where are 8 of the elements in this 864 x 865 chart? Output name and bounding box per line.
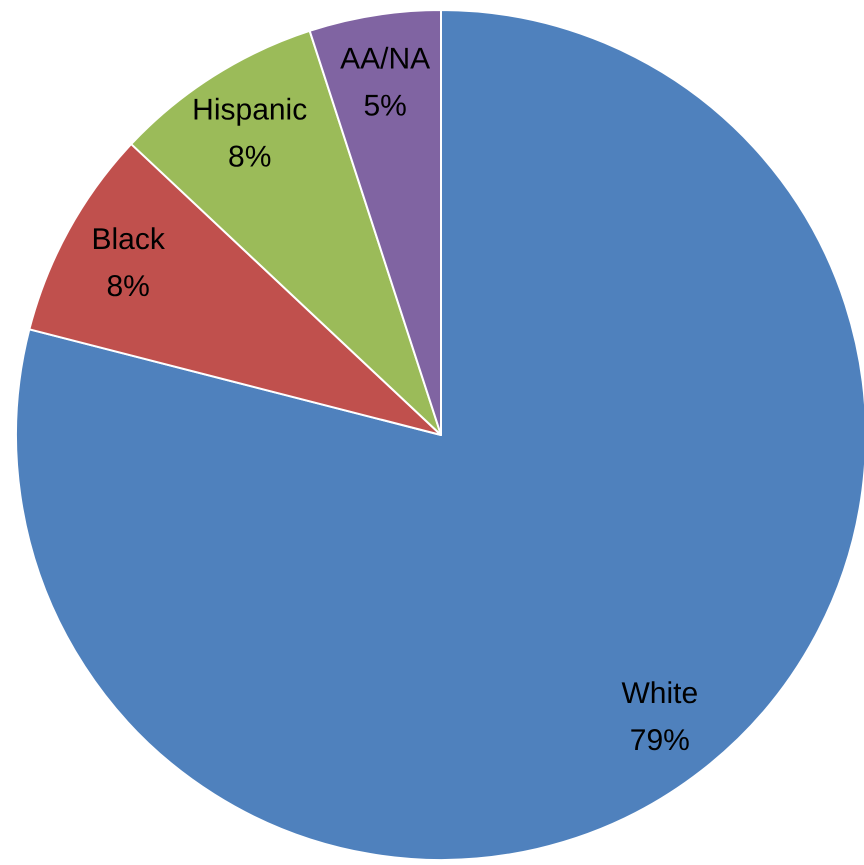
data-label: 8% [228, 140, 272, 174]
slice-label: White [621, 677, 698, 710]
data-label: 79% [630, 724, 690, 758]
slice-label: Black [91, 223, 166, 256]
slice-label: Hispanic [192, 94, 308, 127]
data-label: 8% [106, 270, 150, 304]
slice-label: AA/NA [340, 42, 430, 76]
data-label: 5% [363, 89, 407, 122]
